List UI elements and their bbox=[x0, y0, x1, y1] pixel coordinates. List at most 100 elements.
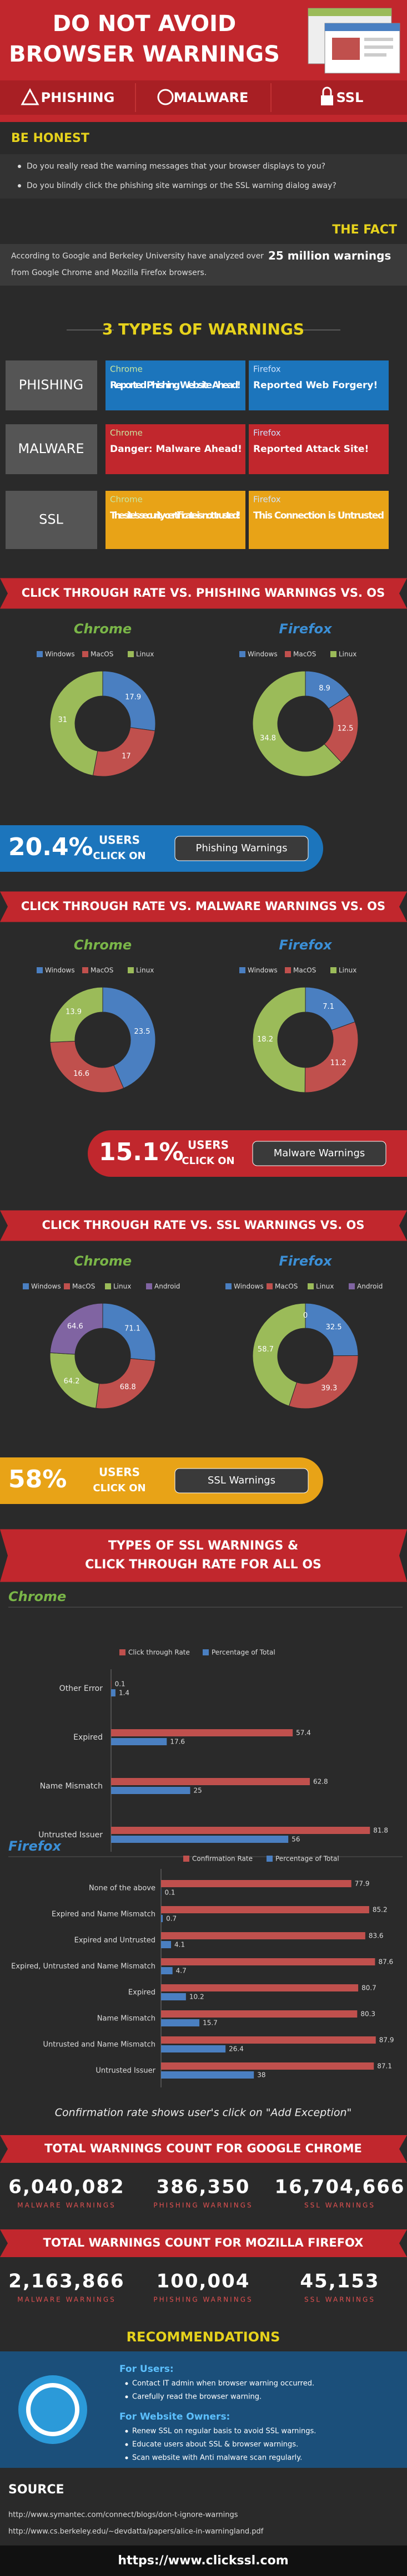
legend-label: Confirmation Rate bbox=[192, 1855, 253, 1863]
type-label: SSL bbox=[39, 512, 63, 527]
banner bbox=[0, 891, 407, 922]
slice-label: 13.9 bbox=[66, 1008, 82, 1016]
tab-label: MALWARE bbox=[174, 90, 249, 105]
banner-tip bbox=[399, 578, 407, 609]
legend-label: Percentage of Total bbox=[212, 1649, 275, 1657]
banner-title: CLICK THROUGH RATE VS. MALWARE WARNINGS … bbox=[21, 900, 385, 913]
bullet bbox=[125, 2443, 128, 2446]
legend-swatch bbox=[105, 1283, 111, 1289]
tab-label: PHISHING bbox=[41, 90, 115, 105]
stat-label: MALWARE WARNINGS bbox=[17, 2296, 115, 2304]
slice-label: 17 bbox=[122, 752, 131, 760]
type-cell bbox=[249, 424, 389, 474]
footer-bg bbox=[0, 2545, 407, 2576]
callout-button bbox=[252, 1141, 386, 1166]
legend-label: Linux bbox=[136, 967, 154, 974]
donut-slice bbox=[252, 670, 342, 777]
banner-tip bbox=[399, 2135, 407, 2163]
callout-button bbox=[174, 836, 309, 861]
type-cell bbox=[105, 360, 245, 410]
section-title: THE FACT bbox=[332, 223, 397, 237]
type-message: The site's security certificate is not t… bbox=[110, 510, 241, 521]
legend-swatch bbox=[330, 967, 336, 973]
bar bbox=[161, 1941, 172, 1948]
bar bbox=[161, 1967, 173, 1974]
callout-rate: 15.1% bbox=[99, 1138, 184, 1166]
value-label: 85.2 bbox=[373, 1906, 388, 1914]
banner bbox=[0, 1529, 407, 1582]
legend-label: MacOS bbox=[275, 1283, 298, 1290]
section-title: RECOMMENDATIONS bbox=[127, 2329, 280, 2345]
legend-swatch bbox=[225, 1283, 232, 1289]
note: Confirmation rate shows user's click on … bbox=[55, 2107, 352, 2119]
legend-swatch bbox=[349, 1283, 355, 1289]
bullet bbox=[18, 184, 21, 187]
legend-swatch bbox=[330, 651, 336, 657]
callout-click: CLICK ON bbox=[182, 1155, 234, 1167]
stat-value: 6,040,082 bbox=[8, 2176, 124, 2198]
donut-slice bbox=[96, 1358, 156, 1409]
bullet bbox=[18, 165, 21, 168]
category-label: Expired bbox=[73, 1733, 103, 1742]
banner-tip bbox=[399, 1529, 407, 1582]
callout-users: USERS bbox=[188, 1139, 229, 1152]
rec-item: Renew SSL on regular basis to avoid SSL … bbox=[132, 2427, 316, 2436]
slice-label: 39.3 bbox=[321, 1384, 337, 1393]
banner-tip bbox=[399, 2229, 407, 2257]
callout-users: USERS bbox=[99, 834, 140, 847]
chart-title: Chrome bbox=[8, 1589, 66, 1604]
legend-label: MacOS bbox=[293, 967, 316, 974]
bar bbox=[161, 2045, 226, 2052]
donut-slice bbox=[324, 694, 359, 763]
tab-label: SSL bbox=[336, 90, 364, 105]
stat-label: PHISHING WARNINGS bbox=[153, 2296, 253, 2304]
fact-highlight: 25 million warnings bbox=[268, 249, 391, 262]
category-label: Untrusted Issuer bbox=[96, 2067, 155, 2075]
banner-title: TYPES OF SSL WARNINGS & bbox=[108, 1539, 298, 1553]
stat-label: MALWARE WARNINGS bbox=[17, 2202, 115, 2209]
warning-icon bbox=[21, 88, 39, 105]
legend-swatch bbox=[23, 1283, 29, 1289]
slice-label: 31 bbox=[58, 716, 68, 724]
banner-title: TOTAL WARNINGS COUNT FOR GOOGLE CHROME bbox=[44, 2142, 362, 2155]
stat-label: PHISHING WARNINGS bbox=[153, 2202, 253, 2209]
value-label: 62.8 bbox=[313, 1778, 328, 1786]
chart-title: Firefox bbox=[279, 937, 333, 953]
category-label: Name Mismatch bbox=[97, 2015, 155, 2023]
type-label: PHISHING bbox=[19, 377, 84, 393]
legend-swatch bbox=[37, 651, 43, 657]
donut-slice bbox=[305, 1303, 359, 1356]
donut-slice bbox=[49, 1352, 100, 1409]
legend-label: Windows bbox=[31, 1283, 61, 1290]
type-cell bbox=[249, 360, 389, 410]
callout-button-label: Malware Warnings bbox=[274, 1147, 365, 1159]
lock-shackle bbox=[322, 87, 332, 95]
banner-tip bbox=[0, 891, 8, 922]
bar bbox=[161, 2019, 200, 2026]
type-message: Reported Phishing Website Ahead! bbox=[110, 380, 241, 391]
callout-click: CLICK ON bbox=[93, 850, 145, 862]
value-label: 87.6 bbox=[378, 1958, 393, 1966]
legend-label: Percentage of Total bbox=[275, 1855, 339, 1863]
type-message: This Connection is Untrusted bbox=[253, 510, 384, 521]
stat-value: 100,004 bbox=[157, 2270, 250, 2293]
legend-swatch bbox=[82, 651, 88, 657]
banner-title: CLICK THROUGH RATE VS. PHISHING WARNINGS… bbox=[22, 586, 385, 599]
chart-title: Chrome bbox=[74, 1253, 132, 1269]
donut-slice bbox=[288, 1355, 359, 1409]
donut-slice bbox=[102, 1303, 156, 1361]
donut-slice bbox=[49, 987, 103, 1043]
value-label: 80.3 bbox=[360, 2010, 375, 2018]
slice-label: 58.7 bbox=[258, 1345, 274, 1354]
legend-label: Windows bbox=[45, 967, 75, 974]
callout-users: USERS bbox=[99, 1466, 140, 1479]
section-title: BE HONEST bbox=[11, 131, 89, 145]
donut-slice bbox=[49, 1040, 124, 1093]
type-cell bbox=[249, 491, 389, 549]
legend-label: Android bbox=[357, 1283, 383, 1290]
rec-heading: For Users: bbox=[119, 2364, 174, 2375]
banner-tip bbox=[399, 891, 407, 922]
bar bbox=[111, 1729, 293, 1736]
bar bbox=[161, 1906, 369, 1913]
